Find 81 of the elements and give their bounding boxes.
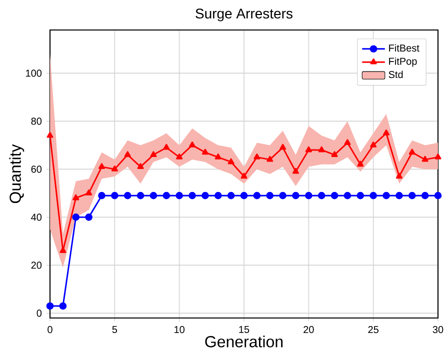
x-tick-label: 10 <box>174 326 184 334</box>
y-axis-title: Quantity <box>9 144 24 204</box>
point <box>266 192 274 200</box>
point <box>396 192 403 200</box>
point <box>382 130 390 136</box>
point <box>331 151 338 157</box>
y-tick-label: 60 <box>31 166 42 173</box>
point <box>434 192 442 200</box>
point <box>60 247 66 253</box>
point <box>434 154 442 160</box>
point <box>214 192 222 200</box>
point <box>85 214 92 221</box>
point <box>422 156 428 162</box>
point <box>163 144 170 150</box>
point <box>214 154 222 160</box>
chart-title: Surge Arresters <box>196 8 292 22</box>
point <box>280 144 286 150</box>
legend-label: FitBest <box>389 44 420 52</box>
point <box>240 172 248 179</box>
point <box>124 151 131 157</box>
point <box>111 192 118 200</box>
point <box>356 192 364 200</box>
point <box>330 192 338 200</box>
point <box>396 172 402 179</box>
point <box>318 146 325 152</box>
point <box>162 192 170 200</box>
point <box>253 192 261 200</box>
x-tick-label: 5 <box>112 326 118 334</box>
point <box>421 192 429 200</box>
point <box>46 132 54 138</box>
point <box>98 192 106 200</box>
legend-label: FitPop <box>389 57 417 67</box>
point <box>202 192 209 200</box>
point <box>72 194 80 200</box>
point <box>188 142 196 148</box>
legend-label: Std <box>388 70 403 78</box>
point <box>266 156 274 162</box>
x-axis-title: Generation <box>205 336 283 348</box>
point <box>318 192 326 200</box>
point <box>279 192 286 200</box>
x-tick-label: 20 <box>304 326 314 334</box>
x-tick-label: 15 <box>239 326 250 334</box>
point <box>136 192 144 200</box>
y-tick-label: 0 <box>36 310 42 317</box>
point <box>124 192 132 200</box>
point <box>176 154 183 160</box>
point <box>292 192 300 200</box>
point <box>370 192 377 200</box>
point <box>227 192 235 200</box>
point <box>382 192 390 200</box>
point <box>111 166 118 172</box>
x-tick-label: 0 <box>48 326 52 334</box>
point <box>202 148 208 155</box>
point <box>59 302 67 310</box>
point <box>137 163 144 169</box>
y-tick-label: 20 <box>31 262 42 269</box>
y-tick-label: 80 <box>31 118 42 125</box>
point <box>176 192 183 200</box>
point <box>72 214 80 221</box>
point <box>46 302 54 310</box>
point <box>344 139 351 145</box>
point <box>150 151 157 157</box>
point <box>357 160 364 167</box>
point <box>370 142 377 148</box>
point <box>305 146 312 152</box>
point <box>98 163 106 169</box>
point <box>188 192 196 200</box>
point <box>408 148 416 155</box>
point <box>304 192 312 200</box>
point <box>292 168 300 174</box>
point <box>344 192 352 200</box>
point <box>408 192 416 200</box>
y-tick-label: 40 <box>31 214 42 221</box>
point <box>150 192 158 200</box>
x-tick-label: 30 <box>432 326 444 334</box>
point <box>228 158 234 164</box>
x-tick-label: 25 <box>368 326 378 334</box>
point <box>240 192 248 200</box>
point <box>86 190 92 196</box>
point <box>254 154 260 160</box>
y-tick-label: 100 <box>26 70 42 77</box>
